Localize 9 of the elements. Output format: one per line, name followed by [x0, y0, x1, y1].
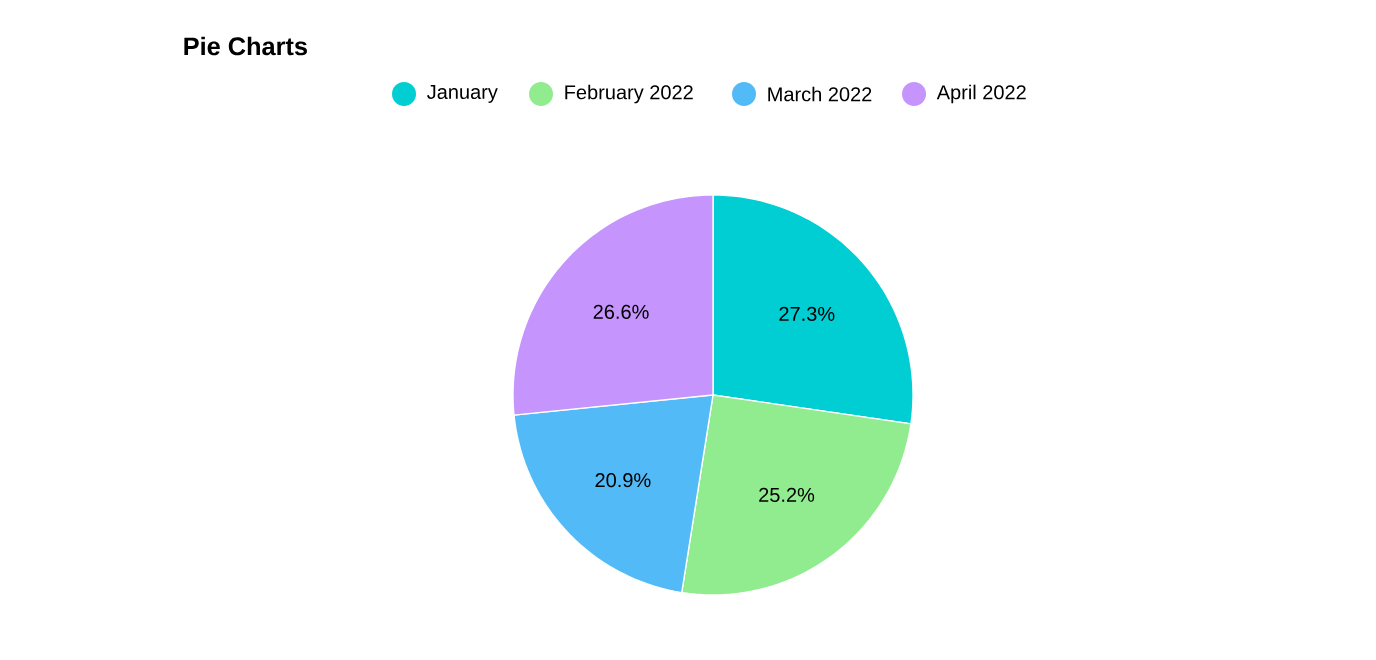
legend-label: March 2022: [768, 86, 872, 102]
data-label: 25.2%: [759, 487, 815, 502]
data-label: 26.6%: [593, 304, 649, 319]
data-label: 20.9%: [595, 473, 651, 488]
legend-label: February 2022: [565, 84, 693, 104]
legend-label: April 2022: [936, 84, 1026, 104]
legend-label: January: [427, 85, 498, 103]
data-label: 27.3%: [779, 306, 835, 321]
chart-title: Pie Charts: [184, 36, 307, 56]
